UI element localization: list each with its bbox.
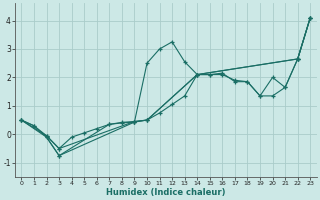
X-axis label: Humidex (Indice chaleur): Humidex (Indice chaleur) bbox=[106, 188, 226, 197]
